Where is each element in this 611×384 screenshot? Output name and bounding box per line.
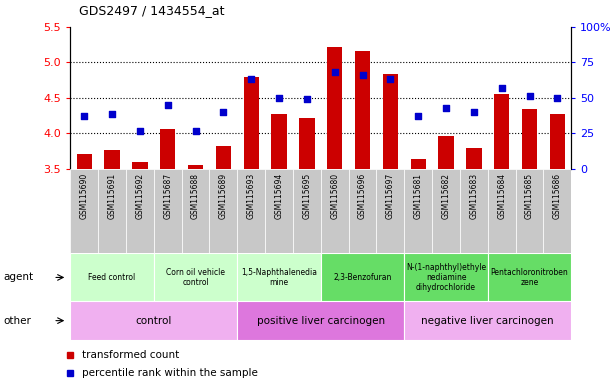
Bar (154, 169, 181, 253)
Bar (460, 169, 488, 253)
Text: GSM115690: GSM115690 (79, 173, 89, 219)
Bar (104, 150, 120, 169)
Point (135, 127, 145, 134)
Point (497, 85, 507, 91)
Point (413, 113, 423, 119)
Text: GSM115685: GSM115685 (525, 173, 534, 219)
Text: 1,5-Naphthalenedia
mine: 1,5-Naphthalenedia mine (241, 268, 317, 287)
Text: control: control (136, 316, 172, 326)
Text: Pentachloronitroben
zene: Pentachloronitroben zene (491, 268, 568, 287)
Text: percentile rank within the sample: percentile rank within the sample (82, 368, 258, 378)
Text: N-(1-naphthyl)ethyle
nediamine
dihydrochloride: N-(1-naphthyl)ethyle nediamine dihydroch… (406, 263, 486, 292)
Bar (293, 169, 321, 253)
Text: GSM115682: GSM115682 (442, 173, 450, 219)
Bar (70, 169, 98, 253)
Text: agent: agent (3, 272, 33, 283)
Bar (488, 169, 516, 253)
Bar (411, 159, 426, 169)
Text: GSM115691: GSM115691 (108, 173, 117, 219)
Point (302, 96, 312, 103)
Point (386, 76, 395, 83)
Text: GSM115695: GSM115695 (302, 173, 312, 219)
Bar (210, 169, 237, 253)
Point (469, 109, 479, 115)
Point (163, 102, 172, 108)
Text: Feed control: Feed control (89, 273, 136, 282)
Text: transformed count: transformed count (82, 350, 180, 360)
Text: GSM115696: GSM115696 (358, 173, 367, 219)
Bar (382, 74, 398, 169)
Bar (543, 169, 571, 253)
Text: negative liver carcinogen: negative liver carcinogen (422, 316, 554, 326)
Text: GSM115687: GSM115687 (163, 173, 172, 219)
Bar (321, 169, 349, 253)
Text: GSM115683: GSM115683 (469, 173, 478, 219)
Bar (522, 109, 537, 169)
Point (79, 113, 89, 119)
Bar (76, 154, 92, 169)
Text: GSM115681: GSM115681 (414, 173, 423, 219)
Bar (237, 253, 321, 301)
Bar (404, 169, 432, 253)
Point (191, 127, 200, 134)
Point (441, 105, 451, 111)
Text: positive liver carcinogen: positive liver carcinogen (257, 316, 385, 326)
Bar (299, 118, 315, 169)
Bar (244, 77, 259, 169)
Bar (132, 162, 147, 169)
Bar (355, 51, 370, 169)
Point (219, 109, 229, 115)
Text: GDS2497 / 1434554_at: GDS2497 / 1434554_at (79, 4, 225, 17)
Bar (488, 253, 571, 301)
Bar (154, 253, 237, 301)
Text: other: other (3, 316, 31, 326)
Point (274, 95, 284, 101)
Bar (126, 169, 154, 253)
Text: GSM115680: GSM115680 (330, 173, 339, 219)
Bar (466, 148, 481, 169)
Bar (265, 169, 293, 253)
Bar (181, 169, 210, 253)
Bar (376, 169, 404, 253)
Point (330, 69, 340, 75)
Text: GSM115694: GSM115694 (274, 173, 284, 219)
Bar (70, 301, 237, 340)
Text: GSM115693: GSM115693 (247, 173, 255, 219)
Text: GSM115686: GSM115686 (553, 173, 562, 219)
Bar (216, 146, 231, 169)
Text: GSM115688: GSM115688 (191, 173, 200, 219)
Bar (237, 301, 404, 340)
Text: GSM115689: GSM115689 (219, 173, 228, 219)
Bar (98, 169, 126, 253)
Point (107, 111, 117, 117)
Bar (550, 114, 565, 169)
Bar (404, 301, 571, 340)
Point (525, 93, 535, 99)
Bar (271, 114, 287, 169)
Point (552, 95, 562, 101)
Bar (516, 169, 543, 253)
Point (246, 76, 256, 83)
Text: 2,3-Benzofuran: 2,3-Benzofuran (334, 273, 392, 282)
Bar (438, 136, 454, 169)
Bar (404, 253, 488, 301)
Bar (237, 169, 265, 253)
Bar (188, 165, 203, 169)
Bar (327, 47, 342, 169)
Text: GSM115684: GSM115684 (497, 173, 506, 219)
Bar (70, 253, 154, 301)
Text: GSM115697: GSM115697 (386, 173, 395, 219)
Point (357, 72, 367, 78)
Bar (432, 169, 460, 253)
Text: Corn oil vehicle
control: Corn oil vehicle control (166, 268, 225, 287)
Bar (321, 253, 404, 301)
Bar (494, 94, 510, 169)
Text: GSM115692: GSM115692 (136, 173, 144, 219)
Bar (349, 169, 376, 253)
Bar (160, 129, 175, 169)
